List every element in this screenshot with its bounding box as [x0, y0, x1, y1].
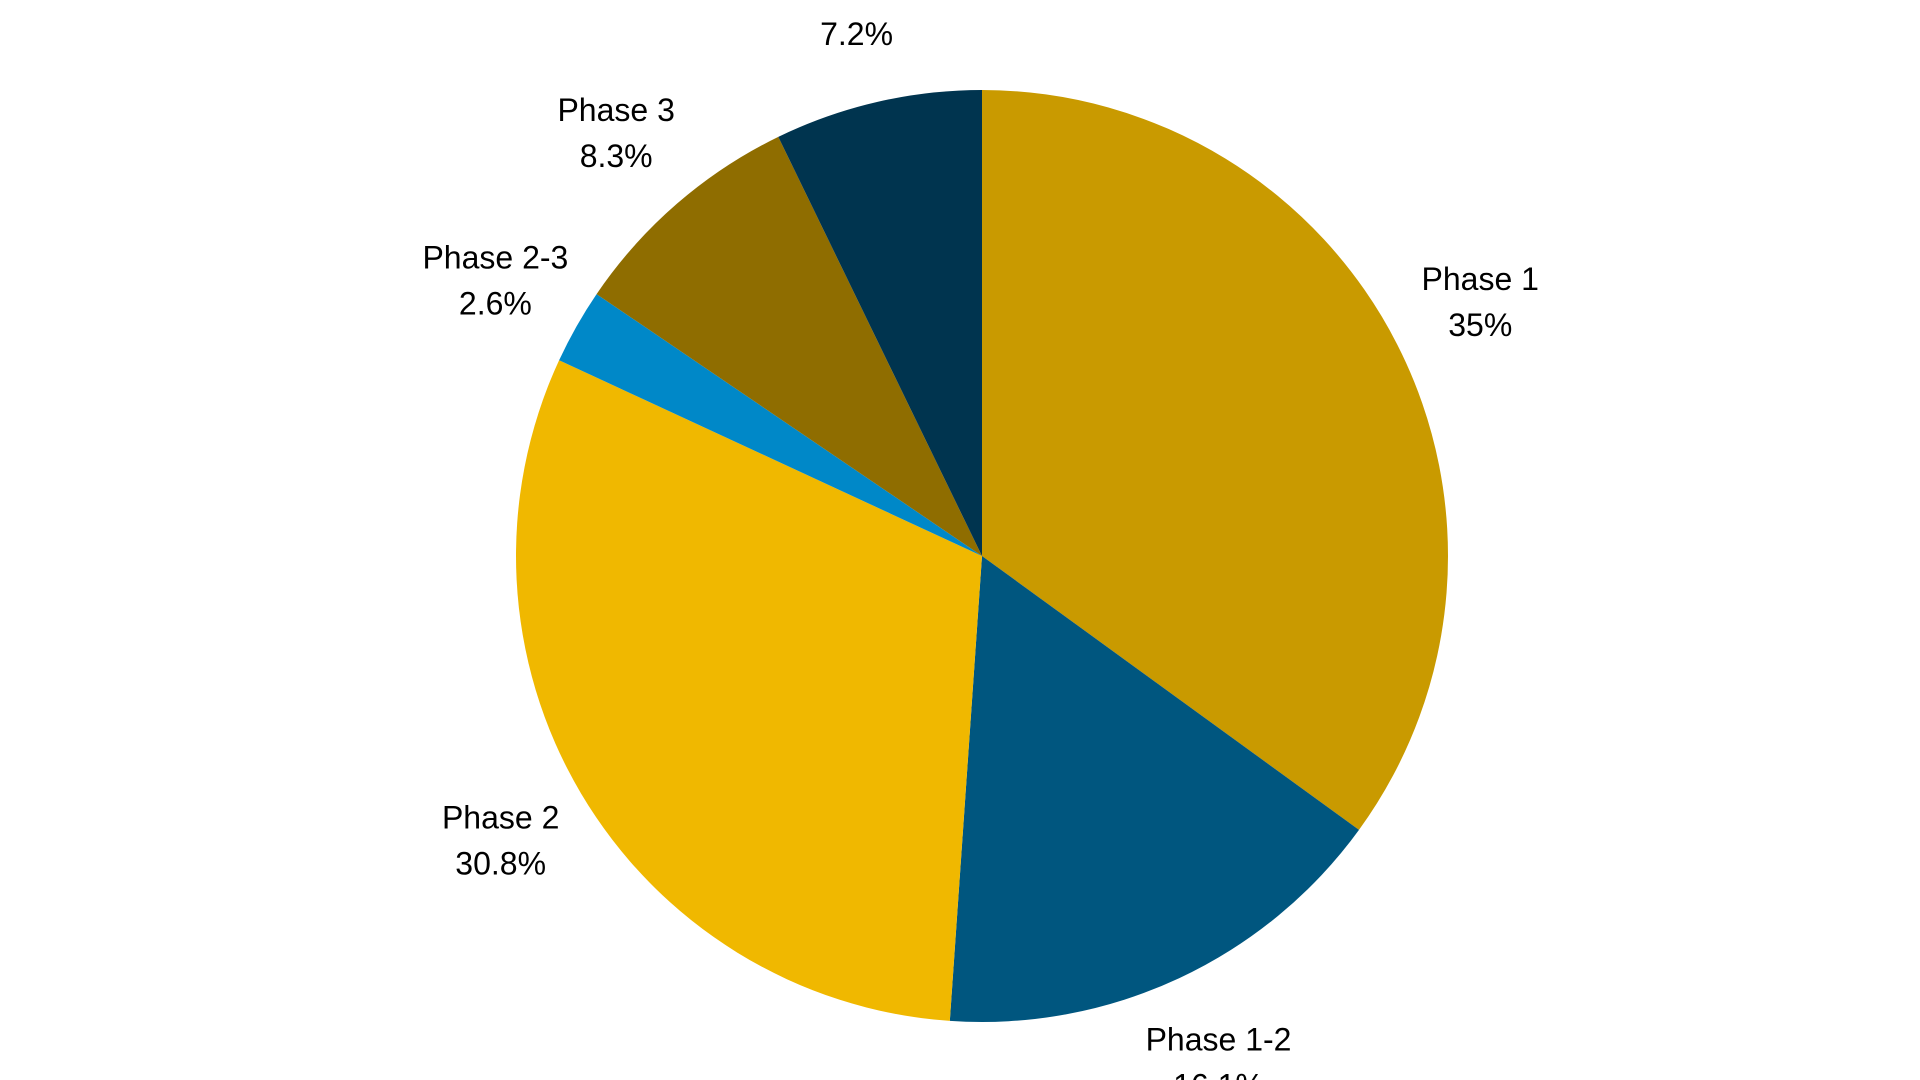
pie-slice-phase-1-2: [949, 556, 1360, 1023]
data-label-name: Phase 2-3: [422, 239, 568, 275]
data-label: Phase 2 30.8%: [442, 800, 559, 882]
data-label-value: 8.3%: [580, 138, 653, 174]
data-label: Phase 4 7.2%: [798, 0, 915, 52]
data-label-name: Phase 2: [442, 800, 559, 836]
pie-slice-phase-2-3: [559, 294, 982, 556]
pie-slice-phase-1: [982, 90, 1448, 830]
data-label: Phase 1 35%: [1422, 261, 1539, 343]
data-label-name: Phase 1-2: [1146, 1022, 1292, 1058]
data-label-name: Phase 1: [1422, 261, 1539, 297]
pie-slice-phase-3: [596, 136, 982, 557]
data-label: Phase 3 8.3%: [557, 92, 674, 174]
data-label: Phase 2-3 2.6%: [422, 239, 568, 321]
data-label-name: Phase 4: [798, 0, 915, 6]
data-label-value: 2.6%: [459, 285, 532, 321]
pie-slice-phase-4: [778, 90, 982, 556]
data-label-value: 35%: [1448, 307, 1512, 343]
data-label-value: 7.2%: [820, 16, 893, 52]
data-label-name: Phase 3: [557, 92, 674, 128]
pie-slice-phase-2: [515, 360, 982, 1021]
data-label: Phase 1-2 16.1%: [1146, 1022, 1292, 1080]
data-label-value: 30.8%: [455, 846, 546, 882]
data-label-value: 16.1%: [1173, 1068, 1264, 1080]
